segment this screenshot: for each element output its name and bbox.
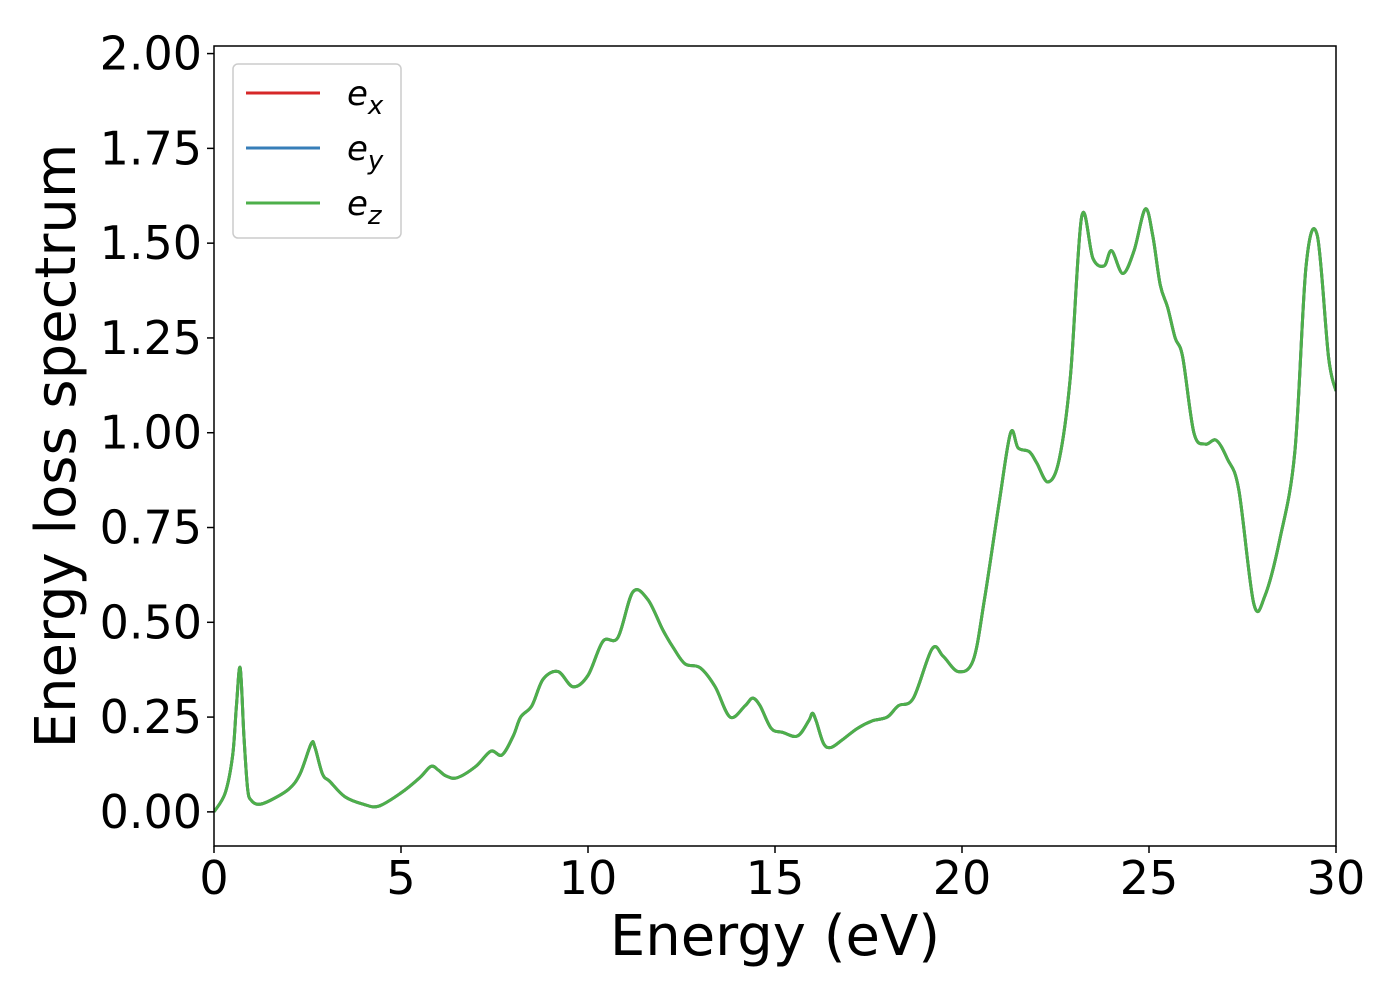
series-line-ey bbox=[214, 207, 1336, 813]
x-axis-ticks: 0 5 10 15 20 25 30 bbox=[199, 846, 1365, 905]
x-tick-label: 15 bbox=[746, 851, 805, 905]
x-tick-label: 30 bbox=[1307, 851, 1366, 905]
series-layer bbox=[214, 207, 1336, 813]
y-tick-label: 0.25 bbox=[100, 690, 202, 744]
x-tick-label: 25 bbox=[1120, 851, 1179, 905]
legend-label-base: e bbox=[347, 74, 368, 114]
x-tick-label: 20 bbox=[933, 851, 992, 905]
y-tick-label: 0.75 bbox=[100, 501, 202, 555]
legend-box bbox=[232, 63, 402, 239]
y-tick-label: 1.50 bbox=[100, 216, 202, 270]
legend-label-base: e bbox=[347, 129, 368, 169]
y-tick-label: 0.50 bbox=[100, 595, 202, 649]
y-tick-label: 1.75 bbox=[100, 121, 202, 175]
x-tick-label: 5 bbox=[386, 851, 415, 905]
series-line-ez bbox=[214, 207, 1336, 813]
legend-label-sub: z bbox=[367, 201, 383, 231]
series-line-ex bbox=[214, 207, 1336, 813]
legend-label: ex bbox=[347, 74, 384, 121]
y-tick-label: 0.00 bbox=[100, 785, 202, 839]
legend-label: ey bbox=[347, 129, 384, 176]
y-axis-ticks: 0.00 0.25 0.50 0.75 1.00 1.25 1.50 1.75 2.00 bbox=[100, 27, 214, 839]
legend-label-sub: x bbox=[367, 91, 384, 121]
x-tick-label: 10 bbox=[559, 851, 618, 905]
legend-label-sub: y bbox=[367, 146, 384, 176]
y-tick-label: 1.25 bbox=[100, 311, 202, 365]
y-tick-label: 1.00 bbox=[100, 406, 202, 460]
x-tick-label: 0 bbox=[199, 851, 228, 905]
y-axis-label: Energy loss spectrum bbox=[24, 144, 89, 749]
legend-label-base: e bbox=[347, 184, 368, 224]
y-tick-label: 2.00 bbox=[100, 27, 202, 81]
legend-label: ez bbox=[347, 184, 383, 231]
x-axis-label: Energy (eV) bbox=[610, 904, 940, 969]
